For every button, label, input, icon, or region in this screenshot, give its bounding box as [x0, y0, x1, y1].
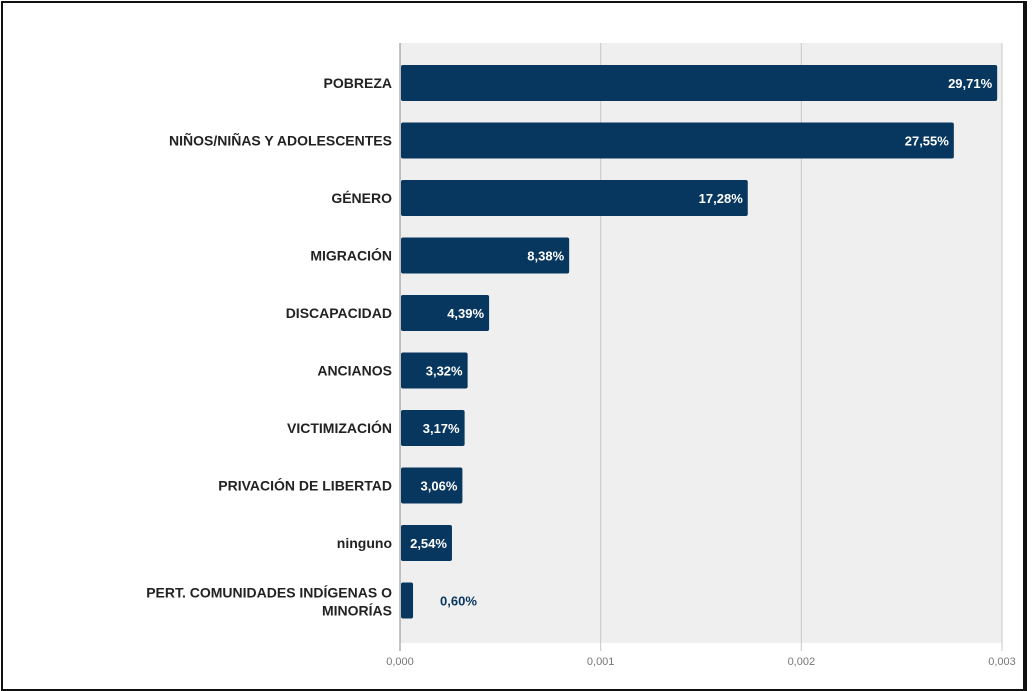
value-label: 3,06%: [421, 479, 458, 494]
bar: [401, 352, 468, 389]
value-label: 4,39%: [447, 306, 484, 321]
x-tick-label: 0,002: [788, 656, 816, 668]
x-tick-label: 0,001: [587, 656, 615, 668]
value-label: 2,54%: [410, 536, 447, 551]
category-label: PRIVACIÓN DE LIBERTAD: [218, 477, 392, 494]
x-tick-label: 0,003: [988, 656, 1016, 668]
bar: [401, 295, 490, 331]
category-label: NIÑOS/NIÑAS Y ADOLESCENTES: [169, 132, 392, 149]
value-label: 3,17%: [423, 421, 460, 436]
value-label: 29,71%: [948, 76, 993, 91]
value-labels: 29,71% 27,55% 17,28% 8,38% 4,39% 3,32% 3,17% 3,…: [410, 76, 993, 609]
value-label: 3,32%: [426, 364, 463, 379]
x-tick-label: 0,000: [386, 656, 414, 668]
category-labels: POBREZA NIÑOS/NIÑAS Y ADOLESCENTES GÉNERO M…: [146, 75, 392, 619]
category-label: ANCIANOS: [317, 363, 392, 379]
category-label: ninguno: [337, 535, 392, 551]
bar: [401, 65, 998, 101]
value-label: 27,55%: [905, 134, 950, 149]
value-label: 8,38%: [527, 249, 564, 264]
bar: [401, 582, 414, 619]
value-label: 0,60%: [440, 594, 477, 609]
category-label: GÉNERO: [331, 190, 392, 206]
category-label: MIGRACIÓN: [310, 247, 392, 264]
category-label: POBREZA: [324, 75, 392, 91]
category-label: PERT. COMUNIDADES INDÍGENAS O MINORÍAS: [146, 585, 392, 619]
category-label: VICTIMIZACIÓN: [287, 419, 392, 436]
category-label: DISCAPACIDAD: [286, 305, 392, 321]
bar: [401, 180, 748, 216]
bar: [401, 467, 463, 504]
bars: [401, 65, 998, 619]
value-label: 17,28%: [699, 191, 744, 206]
bar: [401, 122, 954, 159]
bar: [401, 237, 570, 274]
bar: [401, 525, 452, 561]
bar: [401, 410, 465, 446]
bar-chart: POBREZA NIÑOS/NIÑAS Y ADOLESCENTES GÉNERO M…: [146, 43, 1016, 668]
x-tick-labels: 0,000 0,001 0,002 0,003: [386, 656, 1016, 668]
